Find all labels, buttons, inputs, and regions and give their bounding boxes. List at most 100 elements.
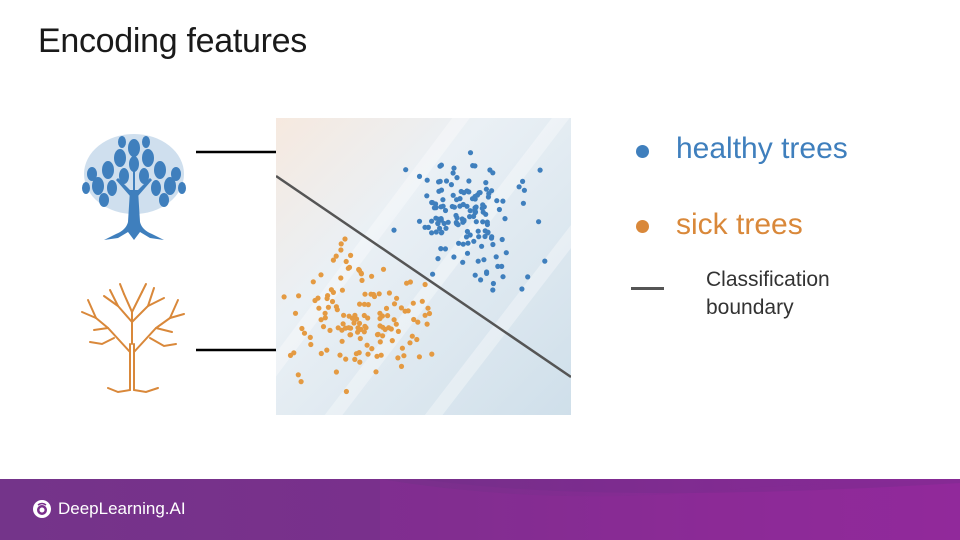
sick-legend-dot [636,220,649,233]
healthy-point [470,163,476,169]
sick-point [377,323,383,329]
healthy-point [464,228,470,235]
sick-point [318,317,324,323]
healthy-point [525,274,531,280]
healthy-point [476,234,482,240]
sick-point [391,301,398,307]
sick-point [343,258,349,265]
healthy-point [488,235,495,241]
boundary-legend-label: Classification boundary [706,268,830,319]
healthy-point [536,219,542,225]
healthy-point [520,200,526,206]
sick-point [318,272,324,278]
sick-point [404,280,410,286]
healthy-point [461,218,467,224]
sick-point [369,273,375,279]
healthy-point [484,270,490,276]
sick-point [378,352,384,358]
healthy-point [424,177,430,183]
healthy-point [465,240,471,246]
healthy-point [438,162,444,168]
healthy-tree-icon [82,134,186,240]
sick-point [394,295,400,301]
healthy-point [479,205,485,211]
sick-point [361,301,367,307]
healthy-point [466,178,472,184]
healthy-point [467,208,473,214]
sick-point [334,307,340,313]
healthy-point [416,218,423,224]
sick-point [348,252,354,258]
sick-point [419,298,425,304]
sick-point [356,350,362,356]
healthy-point [542,258,548,264]
sick-point [308,341,314,348]
sick-point [281,294,287,300]
sick-point [328,287,334,293]
sick-point [320,324,327,330]
sick-point [401,353,407,359]
healthy-point [490,280,496,287]
healthy-point [454,175,460,181]
sick-point [414,336,420,343]
healthy-point [471,213,477,219]
healthy-point [496,206,502,213]
sick-point [343,388,349,395]
brand-logo: DeepLearning.AI [32,499,186,519]
healthy-point [431,205,437,211]
sick-point [391,317,397,323]
healthy-point [467,214,473,220]
healthy-point [477,190,483,196]
healthy-point [436,179,442,185]
sick-point [355,325,361,331]
sick-point [422,281,428,288]
healthy-point [430,271,436,277]
healthy-point [484,221,490,228]
sick-point [329,298,336,305]
sick-point [346,313,352,319]
sick-point [333,253,339,259]
healthy-point [472,207,478,213]
healthy-point [490,241,496,248]
sick-point [361,312,367,319]
sick-point [327,327,333,333]
sick-point [375,331,381,337]
sick-point [287,352,294,358]
sick-point [364,342,370,348]
sick-point [356,320,363,326]
slide-title: Encoding features [38,22,307,60]
classification-boundary [276,174,571,379]
healthy-point [467,150,474,156]
sick-point [373,369,379,375]
healthy-point [482,233,488,240]
sick-point [337,352,343,358]
sick-point [362,323,368,329]
sick-point [295,372,301,378]
healthy-point [490,170,496,176]
healthy-point [472,272,478,278]
healthy-point [433,229,439,235]
sick-point [395,355,401,361]
healthy-point [449,203,455,210]
boundary-legend-swatch [631,287,664,290]
sick-point [380,333,386,339]
healthy-point [456,240,462,246]
healthy-point [438,204,444,210]
sick-tree-icon [81,283,185,394]
sick-point [365,302,371,308]
sick-point [429,351,435,357]
sick-point [335,325,341,331]
healthy-point [499,263,505,269]
deeplearning-logo-icon [33,500,51,518]
healthy-point [442,246,448,252]
sick-point [292,310,299,316]
healthy-point [516,184,522,190]
sick-point [389,338,395,344]
healthy-point [494,198,500,204]
sick-point [365,351,371,357]
sick-point [425,305,431,311]
healthy-point [435,256,441,262]
sick-point [358,270,364,276]
healthy-point [473,219,479,225]
healthy-point [483,211,489,217]
